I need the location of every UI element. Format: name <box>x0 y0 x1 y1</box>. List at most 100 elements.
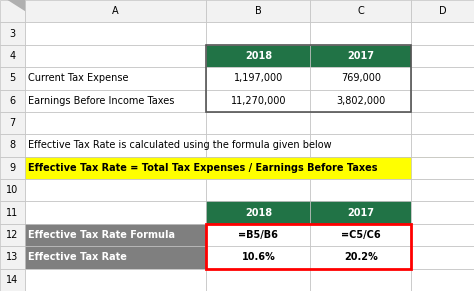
Text: 2018: 2018 <box>245 208 272 218</box>
Text: 2017: 2017 <box>347 51 374 61</box>
Bar <box>411 90 474 112</box>
Bar <box>25 224 206 246</box>
Bar <box>411 0 474 22</box>
Text: 9: 9 <box>9 163 16 173</box>
Text: 11,270,000: 11,270,000 <box>230 96 286 106</box>
Text: 4: 4 <box>9 51 16 61</box>
Bar <box>0 157 25 179</box>
Bar <box>0 67 25 90</box>
Text: 14: 14 <box>7 275 18 285</box>
Bar <box>411 134 474 157</box>
Bar <box>0 0 25 22</box>
Text: 769,000: 769,000 <box>341 73 381 83</box>
Bar <box>25 90 206 112</box>
Bar <box>206 45 411 112</box>
Bar <box>206 22 310 45</box>
Text: Effective Tax Rate is calculated using the formula given below: Effective Tax Rate is calculated using t… <box>28 141 332 150</box>
Text: 8: 8 <box>9 141 16 150</box>
Text: Effective Tax Rate = Total Tax Expenses / Earnings Before Taxes: Effective Tax Rate = Total Tax Expenses … <box>28 163 377 173</box>
Bar <box>411 269 474 291</box>
Text: 1,197,000: 1,197,000 <box>234 73 283 83</box>
Bar <box>310 134 411 157</box>
Bar <box>411 157 474 179</box>
Bar <box>206 45 310 67</box>
Bar <box>310 246 411 269</box>
Text: Effective Tax Rate Formula: Effective Tax Rate Formula <box>28 230 175 240</box>
Bar <box>310 112 411 134</box>
Bar <box>25 22 206 45</box>
Text: 6: 6 <box>9 96 16 106</box>
Bar <box>310 45 411 67</box>
Bar <box>0 269 25 291</box>
Bar <box>411 67 474 90</box>
Bar <box>25 0 206 22</box>
Bar <box>25 45 206 67</box>
Text: Current Tax Expense: Current Tax Expense <box>28 73 128 83</box>
Bar <box>310 67 411 90</box>
Text: 10.6%: 10.6% <box>241 252 275 262</box>
Bar <box>411 201 474 224</box>
Bar <box>411 22 474 45</box>
Bar <box>206 201 310 224</box>
Bar <box>206 246 310 269</box>
Bar <box>0 45 25 67</box>
Bar <box>310 179 411 201</box>
Text: 5: 5 <box>9 73 16 83</box>
Text: =C5/C6: =C5/C6 <box>341 230 381 240</box>
Bar <box>25 246 206 269</box>
Bar <box>25 157 474 179</box>
Bar <box>310 90 411 112</box>
Text: Effective Tax Rate: Effective Tax Rate <box>28 252 127 262</box>
Bar <box>0 112 25 134</box>
Bar <box>310 0 411 22</box>
Bar <box>25 269 206 291</box>
Bar <box>206 67 310 90</box>
Text: 3: 3 <box>9 29 16 39</box>
Bar <box>0 179 25 201</box>
Bar <box>310 22 411 45</box>
Text: D: D <box>439 6 447 16</box>
Text: 12: 12 <box>6 230 19 240</box>
Text: 20.2%: 20.2% <box>344 252 378 262</box>
Bar <box>25 112 206 134</box>
Bar <box>0 134 25 157</box>
Text: 2018: 2018 <box>245 51 272 61</box>
Bar <box>25 201 206 224</box>
Bar <box>25 179 206 201</box>
Bar <box>310 201 411 224</box>
Text: A: A <box>112 6 119 16</box>
Bar <box>25 67 206 90</box>
Bar <box>310 224 411 246</box>
Bar <box>206 224 310 246</box>
Text: 11: 11 <box>7 208 18 218</box>
Bar <box>411 224 474 246</box>
Text: 10: 10 <box>7 185 18 195</box>
Bar <box>25 134 206 157</box>
Bar <box>206 179 310 201</box>
Text: 7: 7 <box>9 118 16 128</box>
Bar <box>411 246 474 269</box>
Bar <box>411 179 474 201</box>
Text: =B5/B6: =B5/B6 <box>238 230 278 240</box>
Bar <box>206 0 310 22</box>
Text: B: B <box>255 6 262 16</box>
Bar <box>0 90 25 112</box>
Bar <box>310 269 411 291</box>
Bar <box>206 134 310 157</box>
Text: 2017: 2017 <box>347 208 374 218</box>
Bar <box>206 269 310 291</box>
Text: Earnings Before Income Taxes: Earnings Before Income Taxes <box>28 96 174 106</box>
Text: 3,802,000: 3,802,000 <box>337 96 385 106</box>
Bar <box>206 224 411 269</box>
Bar <box>0 22 25 45</box>
Bar <box>0 224 25 246</box>
Polygon shape <box>8 0 25 11</box>
Text: 13: 13 <box>7 252 18 262</box>
Bar <box>0 201 25 224</box>
Bar <box>206 112 310 134</box>
Bar <box>411 45 474 67</box>
Text: C: C <box>357 6 365 16</box>
Bar <box>411 112 474 134</box>
Bar <box>206 90 310 112</box>
Bar <box>0 246 25 269</box>
